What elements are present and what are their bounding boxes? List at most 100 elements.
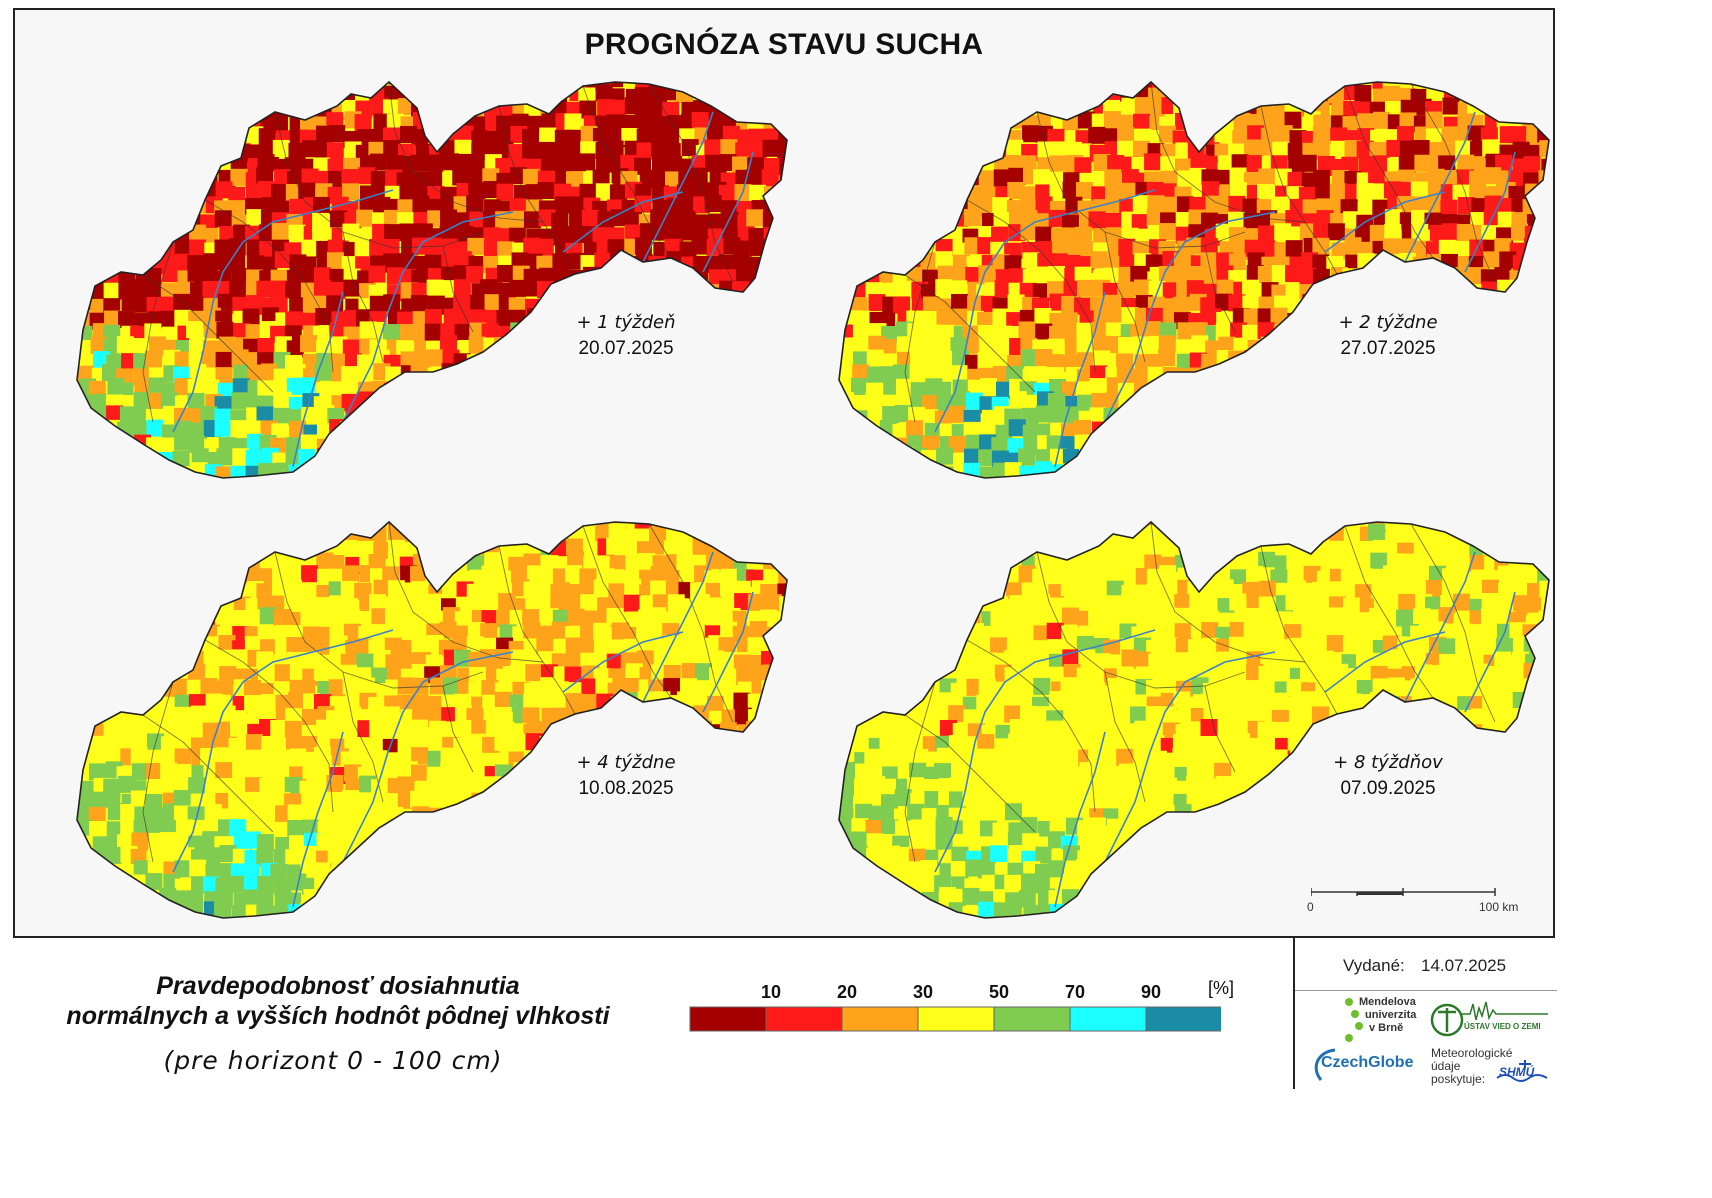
district-border (498, 105, 576, 275)
mendel-line2: univerzita (1365, 1009, 1417, 1021)
issue-date-row: Vydané: 14.07.2025 (1295, 938, 1557, 991)
district-border (1344, 85, 1434, 259)
czechglobe-label: CzechGlobe (1321, 1054, 1414, 1071)
panel-lead-label: + 2 týždne (1338, 312, 1438, 333)
legend-title-line2: normálnych a vyšších hodnôt pôdnej vlhko… (66, 1002, 610, 1030)
river-line (642, 551, 714, 703)
shmu-label: SHMÚ (1499, 1065, 1535, 1079)
river-line (562, 631, 684, 693)
legend-class-swatch (841, 1006, 919, 1032)
legend-class-swatch (993, 1006, 1071, 1032)
slovakia-map-1 (76, 80, 788, 479)
river-line (702, 591, 754, 713)
legend-colorbar (689, 1006, 1221, 1032)
panel-lead-label: + 1 týždeň (576, 312, 676, 333)
mendel-line1: Mendelova (1359, 996, 1416, 1008)
meteo-line3: poskytuje: (1431, 1072, 1486, 1086)
river-line (332, 651, 514, 883)
district-border (1104, 231, 1146, 363)
issued-date: 14.07.2025 (1421, 956, 1507, 975)
district-border (1344, 525, 1434, 699)
river-line (1054, 291, 1106, 468)
river-line (1324, 631, 1446, 693)
panel-date-label: 07.09.2025 (1340, 778, 1436, 799)
district-border (904, 274, 1036, 393)
moisture-raster (839, 82, 1549, 478)
czechglobe-swoosh-icon (1314, 1048, 1336, 1081)
map-panel-week2: + 2 týždne 27.07.2025 (805, 72, 1565, 492)
district-border (1260, 105, 1338, 275)
river-line (292, 731, 344, 908)
country-outline (76, 80, 788, 479)
meteo-line1: Meteorologické (1431, 1046, 1513, 1060)
slovakia-map-2 (838, 80, 1550, 479)
river-line (562, 191, 684, 253)
district-border (1150, 82, 1306, 223)
scale-bar-graphic (1310, 888, 1496, 896)
legend-class-swatch (917, 1006, 995, 1032)
river-line (934, 189, 1156, 433)
issued-label: Vydané: (1343, 956, 1405, 975)
district-border (342, 671, 384, 803)
scale-end-label: 100 km (1479, 900, 1519, 914)
district-border (582, 85, 672, 259)
district-border (966, 199, 1096, 373)
mendel-university-logo: Mendelova univerzita v Brně (1343, 996, 1423, 1046)
map-panel-week8: + 8 týždňov 07.09.2025 (805, 512, 1565, 932)
legend-class-swatch (765, 1006, 843, 1032)
legend-class-swatch (1069, 1006, 1147, 1032)
river-line (702, 151, 754, 273)
scale-bar: 0 100 km (1307, 886, 1518, 920)
map-panel-week4: + 4 týždne 10.08.2025 (43, 512, 803, 932)
river-line (1404, 551, 1476, 703)
district-border (142, 714, 274, 833)
river-line (934, 629, 1156, 873)
mendel-line3: v Brně (1369, 1022, 1404, 1034)
river-line (1464, 591, 1516, 713)
district-border (1410, 523, 1496, 723)
uvz-seismograph-icon (1430, 1003, 1464, 1037)
legend-class-swatch (689, 1006, 767, 1032)
river-line (1464, 151, 1516, 273)
river-line (642, 111, 714, 263)
mendel-dots-icon (1345, 998, 1363, 1042)
panel-lead-label: + 8 týždňov (1333, 752, 1443, 773)
moisture-raster (839, 522, 1549, 918)
district-border (498, 545, 576, 715)
district-border (1104, 671, 1146, 803)
district-border (904, 714, 1036, 833)
country-outline (76, 520, 788, 919)
scale-zero-label: 0 (1307, 900, 1314, 914)
czechglobe-logo: CzechGlobe (1309, 1046, 1421, 1084)
district-border (388, 522, 544, 663)
country-outline (838, 520, 1550, 919)
legend-subtitle: (pre horizont 0 - 100 cm) (163, 1046, 503, 1075)
legend-panel: Pravdepodobnosť dosiahnutia normálnych a… (13, 936, 1557, 1089)
river-line (292, 291, 344, 468)
uvz-logo: ÚSTAV VIED O ZEMI (1430, 1000, 1550, 1044)
district-border (1204, 685, 1236, 773)
district-border (904, 241, 936, 423)
legend-tick-70: 70 (1064, 982, 1086, 1002)
shmu-wave-icon (1496, 1060, 1548, 1082)
river-line (172, 629, 394, 873)
slovakia-map-4 (838, 520, 1550, 919)
meteo-line2: údaje (1431, 1059, 1461, 1073)
district-border (1150, 522, 1306, 663)
legend-title-line1: Pravdepodobnosť dosiahnutia (156, 972, 520, 1000)
district-border (648, 523, 734, 723)
district-border (966, 639, 1096, 813)
district-border (142, 274, 274, 393)
page-title: PROGNÓZA STAVU SUCHA (584, 28, 984, 61)
district-border (442, 685, 474, 773)
shmu-logo: SHMÚ (1495, 1058, 1551, 1084)
district-border (1260, 545, 1338, 715)
panel-lead-label: + 4 týždne (576, 752, 676, 773)
river-line (1054, 731, 1106, 908)
legend-class-swatch (1145, 1006, 1221, 1032)
slovakia-map-3 (76, 520, 788, 919)
map-panel-week1: + 1 týždeň 20.07.2025 (43, 72, 803, 492)
panel-date-label: 27.07.2025 (1340, 338, 1436, 359)
district-border (204, 639, 334, 813)
district-border (1410, 83, 1496, 283)
